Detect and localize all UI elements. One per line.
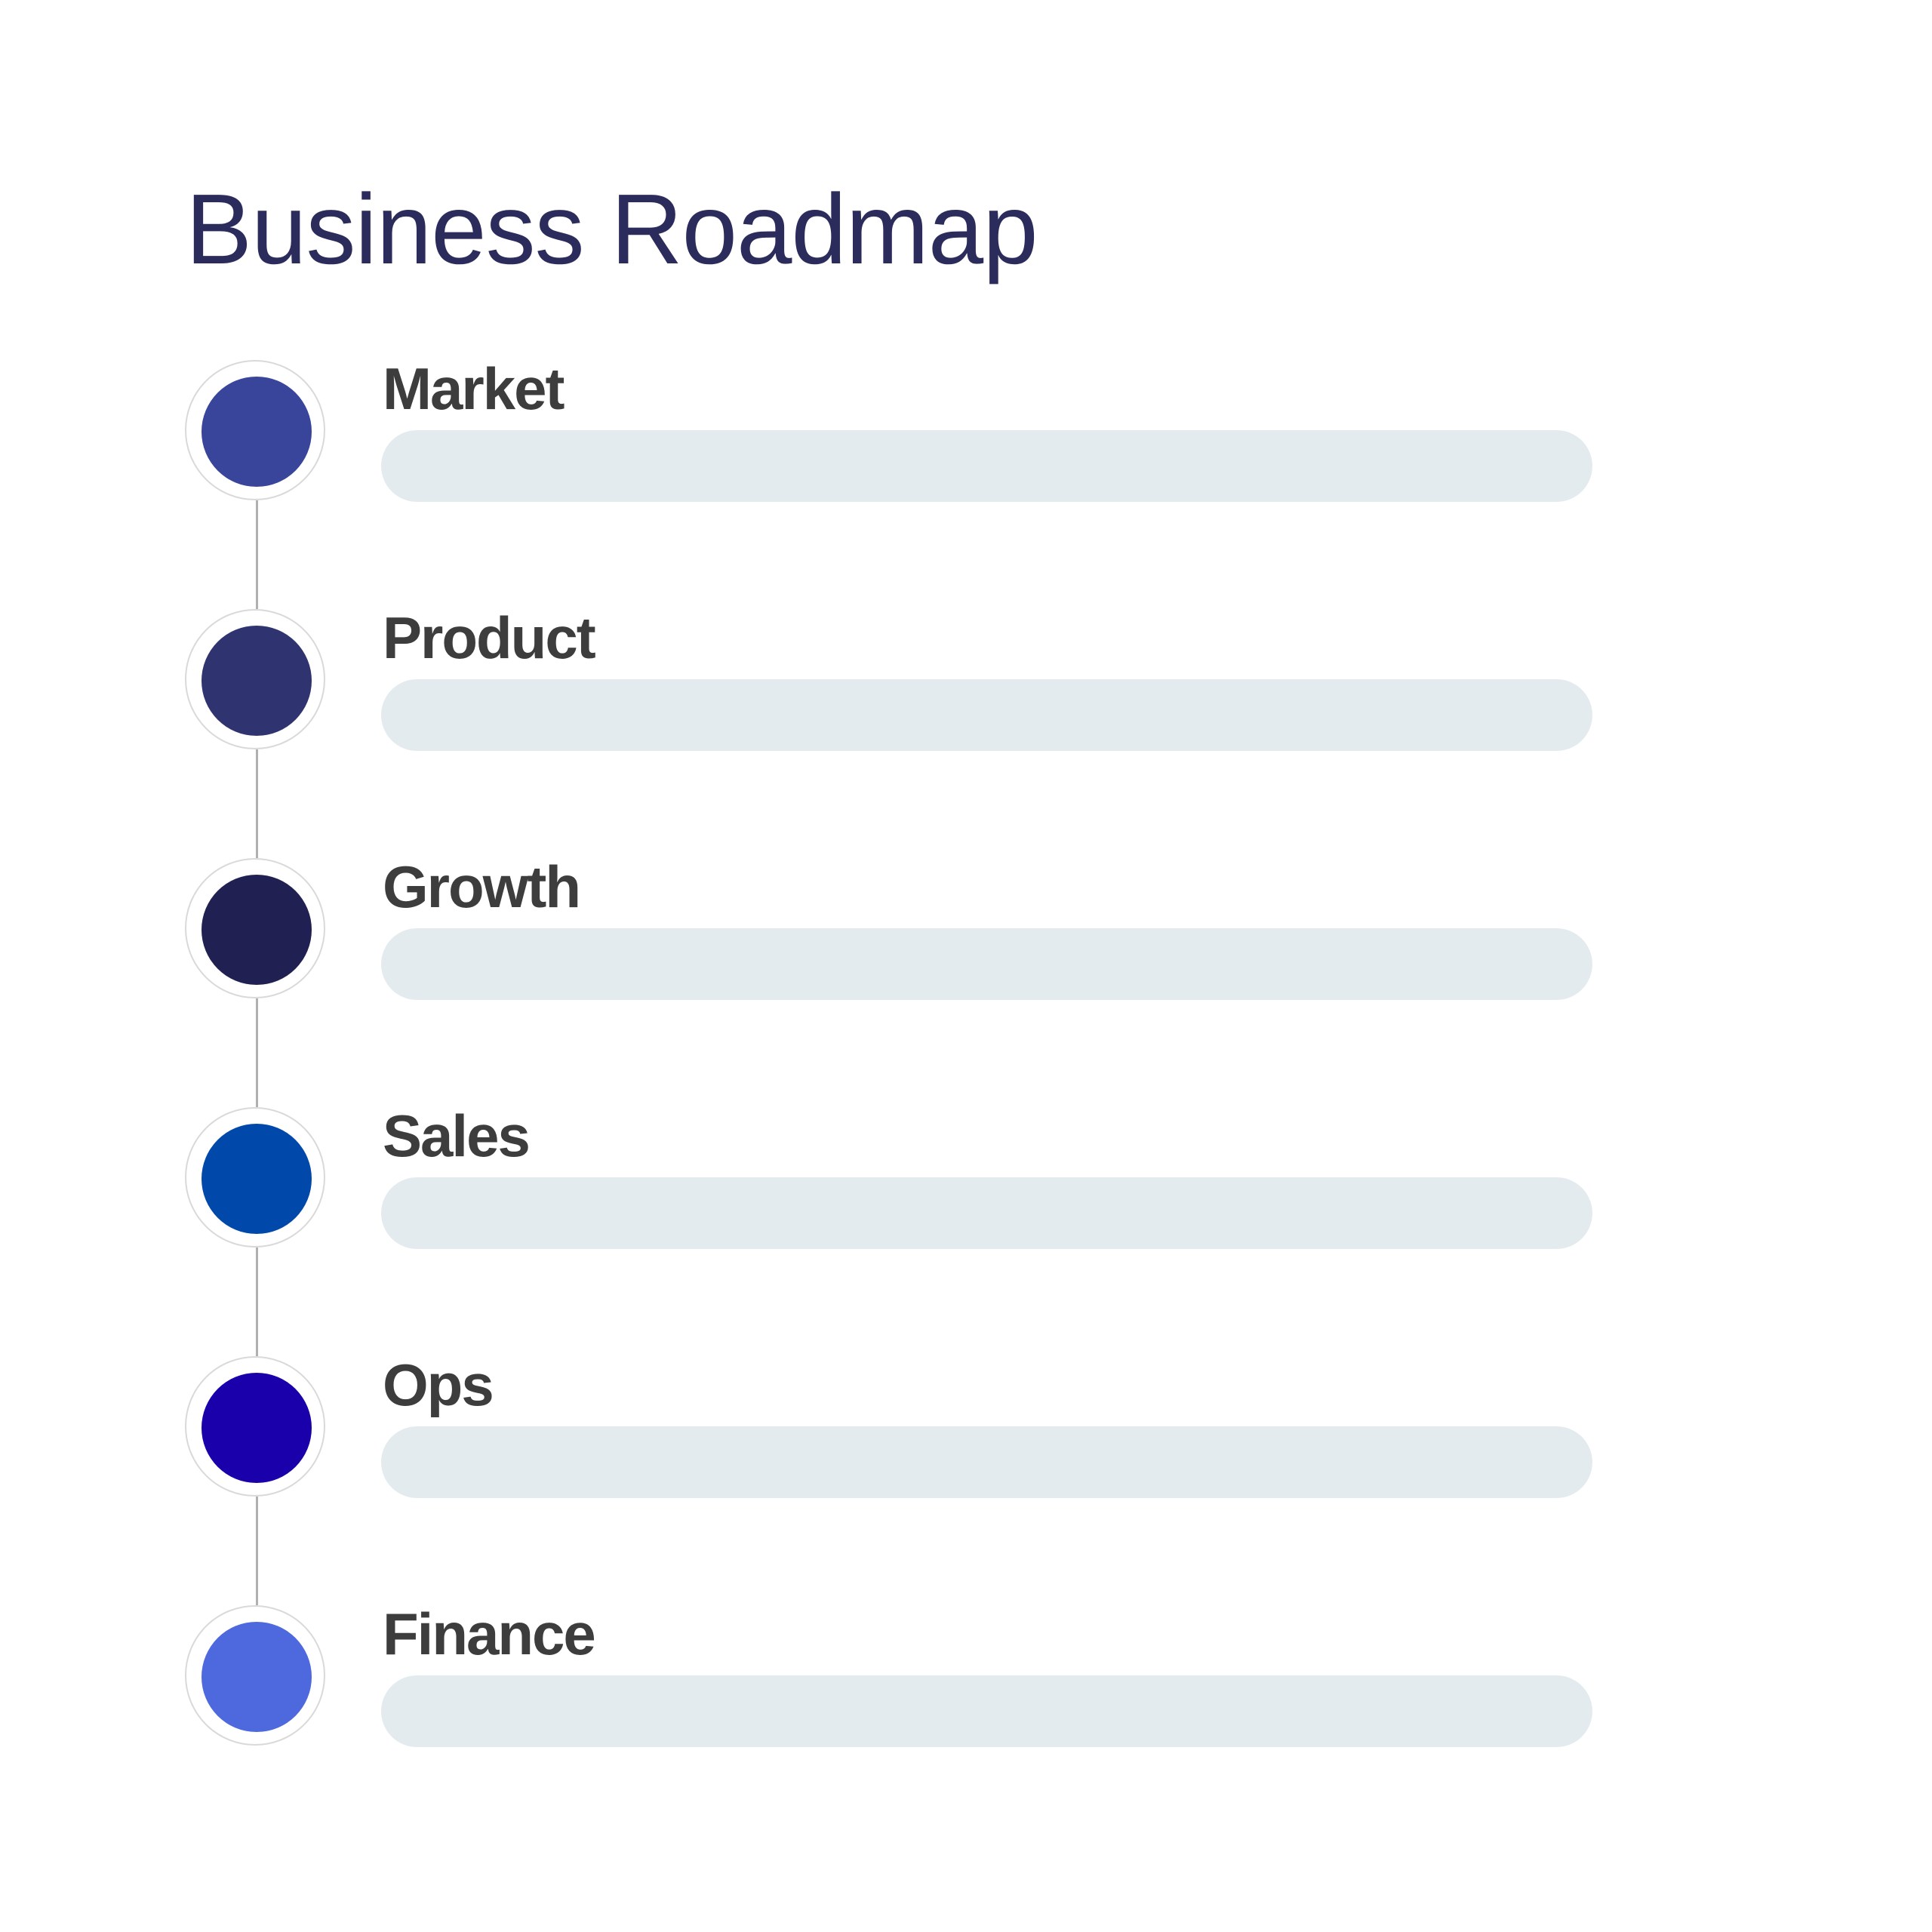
stage-bar xyxy=(381,1675,1592,1747)
stage-bar xyxy=(381,679,1592,751)
stage-label: Finance xyxy=(383,1601,596,1667)
stage-node xyxy=(185,858,325,998)
stage-label: Growth xyxy=(383,854,581,920)
stage-dot-icon xyxy=(202,626,312,736)
timeline-connector xyxy=(256,749,258,858)
stage-bar xyxy=(381,1177,1592,1249)
stage-bar xyxy=(381,430,1592,502)
stage-node xyxy=(185,1107,325,1247)
stage-label: Ops xyxy=(383,1352,494,1418)
stage-dot-icon xyxy=(202,1373,312,1483)
stage-dot-icon xyxy=(202,1124,312,1234)
stage-node xyxy=(185,1356,325,1497)
stage-node xyxy=(185,360,325,500)
page-title: Business Roadmap xyxy=(186,174,1038,285)
stage-label: Sales xyxy=(383,1103,531,1169)
stage-node xyxy=(185,1605,325,1746)
stage-dot-icon xyxy=(202,377,312,487)
stage-dot-icon xyxy=(202,1622,312,1732)
stage-label: Product xyxy=(383,605,596,671)
stage-node xyxy=(185,609,325,749)
stage-label: Market xyxy=(383,355,565,422)
timeline-connector xyxy=(256,500,258,609)
timeline-connector xyxy=(256,998,258,1107)
timeline-connector xyxy=(256,1497,258,1605)
stage-bar xyxy=(381,1426,1592,1498)
timeline-connector xyxy=(256,1247,258,1356)
stage-bar xyxy=(381,928,1592,1000)
stage-dot-icon xyxy=(202,875,312,985)
